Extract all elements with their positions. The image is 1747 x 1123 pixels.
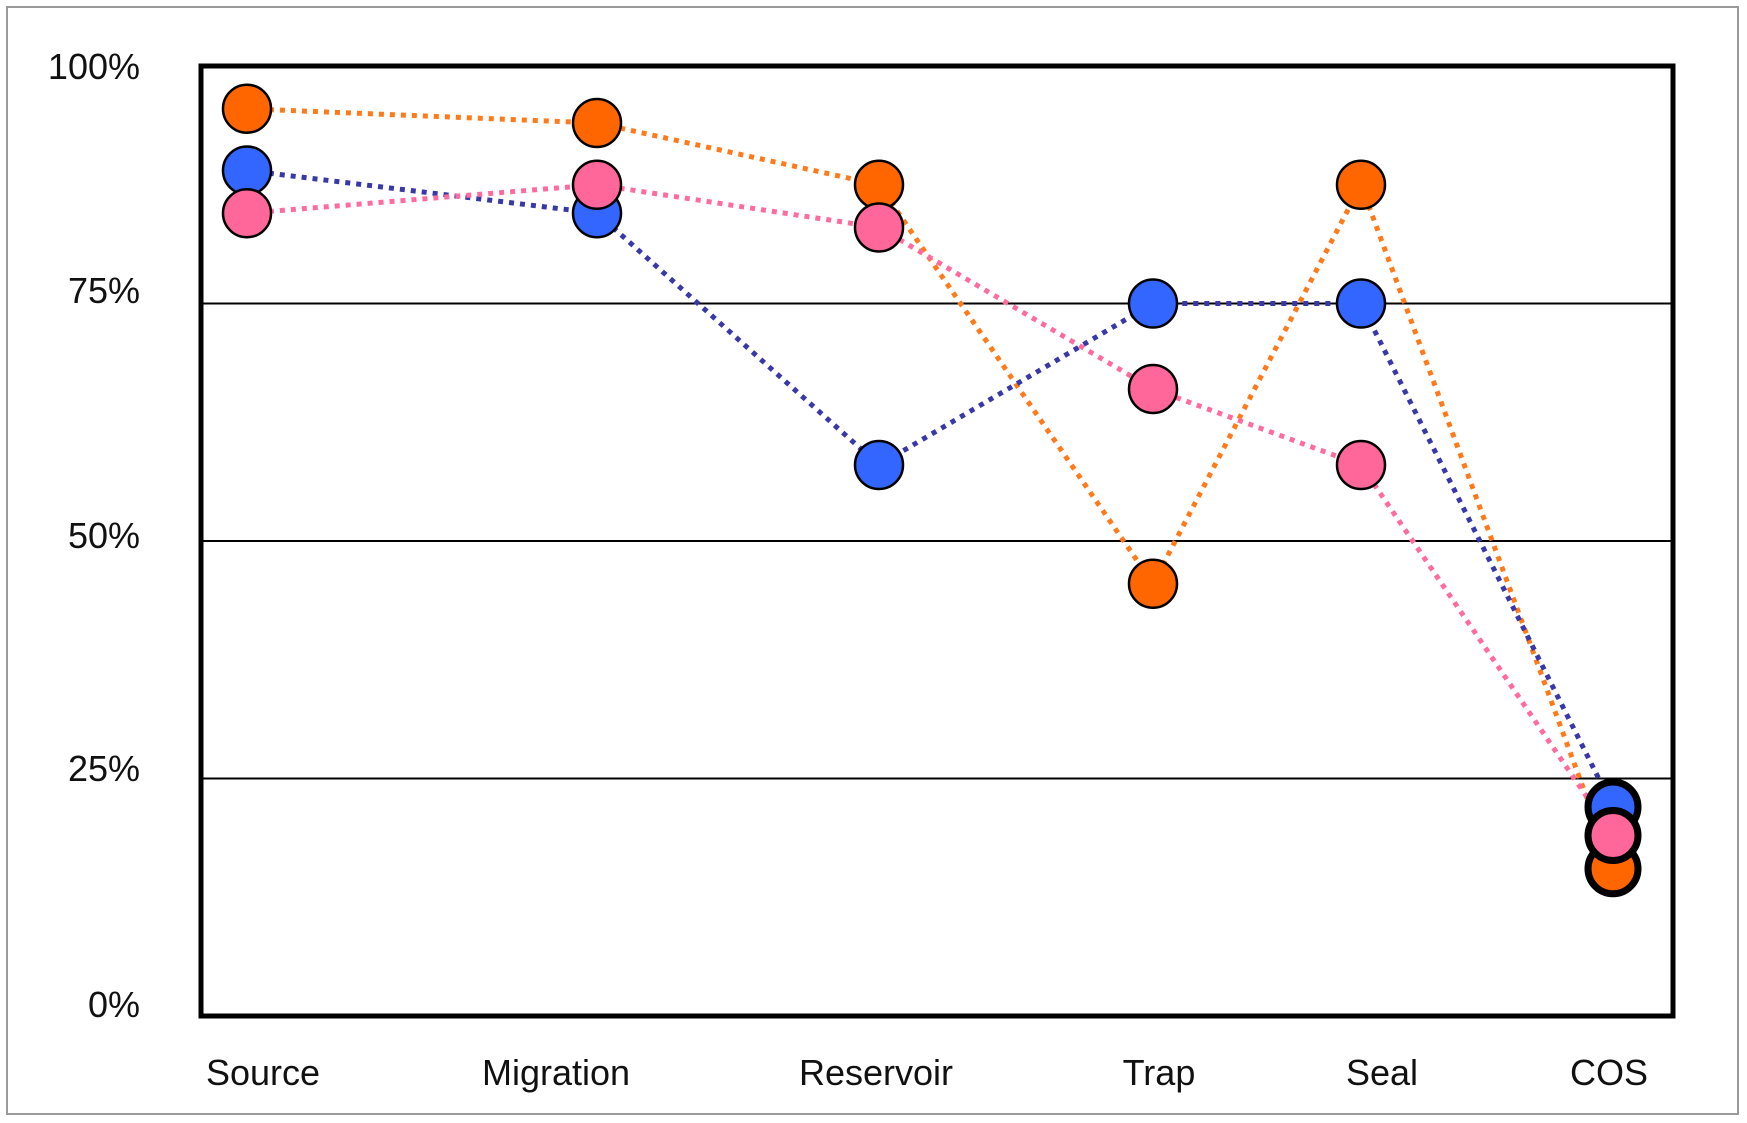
y-tick-label: 100% bbox=[48, 46, 140, 87]
data-point bbox=[853, 159, 905, 210]
series-lines bbox=[246, 106, 1616, 870]
x-tick-label: Source bbox=[206, 1052, 320, 1093]
y-tick-label: 25% bbox=[68, 748, 140, 789]
series-points bbox=[221, 83, 1642, 898]
data-point bbox=[221, 145, 273, 196]
data-point bbox=[1127, 558, 1179, 609]
data-point bbox=[1335, 278, 1387, 329]
plot-area-border bbox=[198, 63, 1676, 1019]
x-tick-label: Seal bbox=[1346, 1052, 1418, 1093]
data-point bbox=[1127, 363, 1179, 415]
data-point bbox=[571, 159, 623, 210]
series-line-0 bbox=[246, 106, 1616, 870]
data-point bbox=[221, 188, 273, 239]
data-point bbox=[1335, 159, 1387, 210]
series-line-1 bbox=[246, 168, 1616, 809]
data-point bbox=[221, 83, 273, 134]
x-axis-ticks: Source Migration Reservoir Trap Seal COS bbox=[206, 1052, 1648, 1093]
data-point bbox=[1127, 278, 1179, 329]
x-tick-label: Trap bbox=[1123, 1052, 1196, 1093]
y-tick-label: 75% bbox=[68, 270, 140, 311]
data-point bbox=[853, 439, 905, 491]
y-tick-label: 50% bbox=[68, 515, 140, 556]
x-tick-label: COS bbox=[1570, 1052, 1648, 1093]
data-point bbox=[1584, 807, 1642, 864]
x-tick-label: Migration bbox=[482, 1052, 630, 1093]
data-point bbox=[853, 202, 905, 253]
y-axis-ticks: 0% 25% 50% 75% 100% bbox=[48, 46, 140, 1025]
x-tick-label: Reservoir bbox=[799, 1052, 953, 1093]
y-tick-label: 0% bbox=[88, 984, 140, 1025]
data-point bbox=[571, 97, 623, 149]
data-point bbox=[1335, 439, 1387, 491]
gridlines bbox=[201, 302, 1673, 780]
series-line-2 bbox=[246, 182, 1616, 837]
